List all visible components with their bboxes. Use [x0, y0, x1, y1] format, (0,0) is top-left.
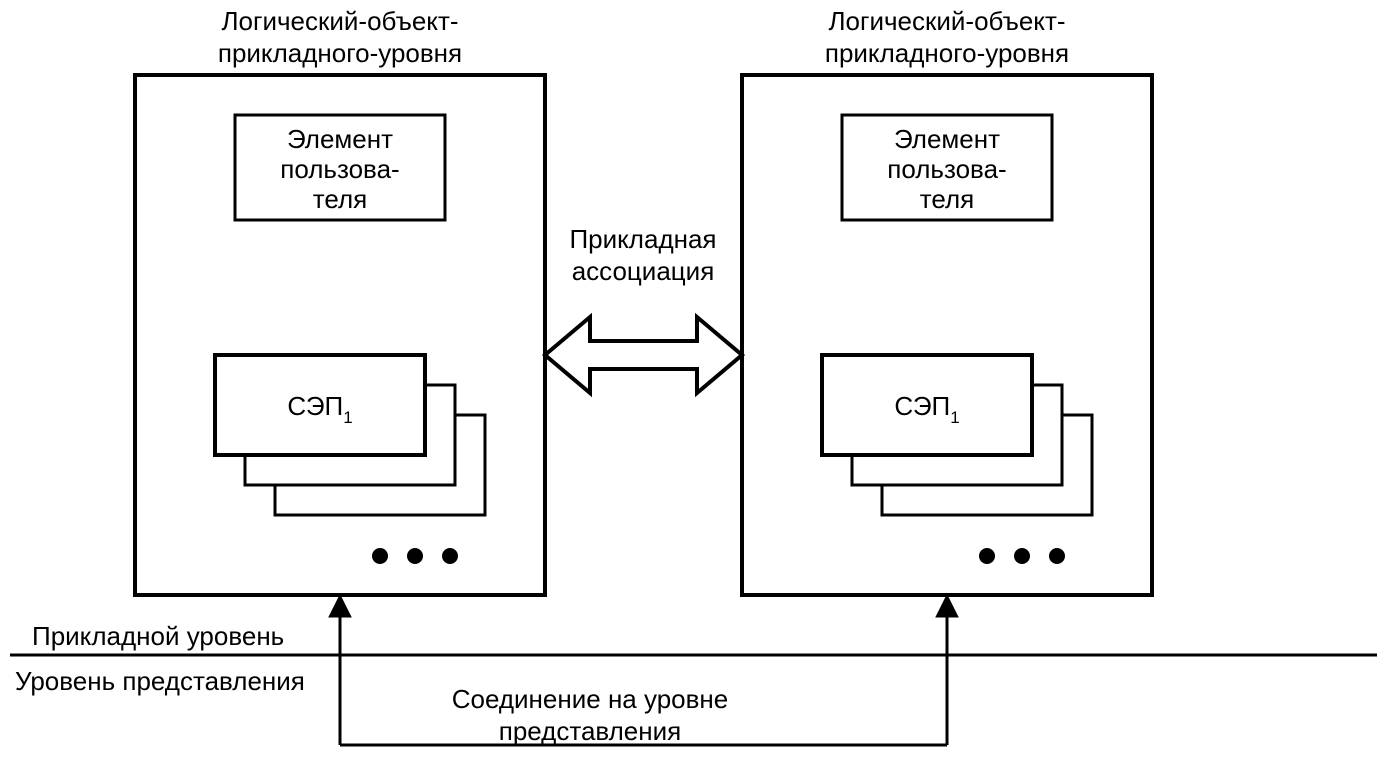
- right-dots-3: [1049, 548, 1065, 564]
- left-dots-2: [407, 548, 423, 564]
- left-box-title-line2: прикладного-уровня: [218, 38, 462, 68]
- connection-arrowhead-right: [936, 595, 958, 617]
- left-dots-1: [372, 548, 388, 564]
- association-double-arrow: [545, 317, 742, 393]
- connection-label-line1: Соединение на уровне: [452, 684, 729, 714]
- right-dots-2: [1014, 548, 1030, 564]
- left-box-title-line1: Логический-объект-: [221, 6, 458, 36]
- connection-arrowhead-left: [329, 595, 351, 617]
- left-dots-3: [442, 548, 458, 564]
- association-label-line2: ассоциация: [572, 256, 715, 286]
- right-user-element-line2: пользова-: [887, 154, 1006, 184]
- left-user-element-line3: теля: [313, 184, 367, 214]
- lower-layer-label: Уровень представления: [15, 666, 305, 696]
- right-user-element-line1: Элемент: [894, 124, 1000, 154]
- connection-label-line2: представления: [499, 716, 681, 746]
- right-box-title-line1: Логический-объект-: [828, 6, 1065, 36]
- left-user-element-line1: Элемент: [287, 124, 393, 154]
- right-user-element-line3: теля: [920, 184, 974, 214]
- upper-layer-label: Прикладной уровень: [32, 621, 284, 651]
- association-label-line1: Прикладная: [569, 224, 716, 254]
- right-dots-1: [979, 548, 995, 564]
- right-box-title-line2: прикладного-уровня: [825, 38, 1069, 68]
- left-user-element-line2: пользова-: [280, 154, 399, 184]
